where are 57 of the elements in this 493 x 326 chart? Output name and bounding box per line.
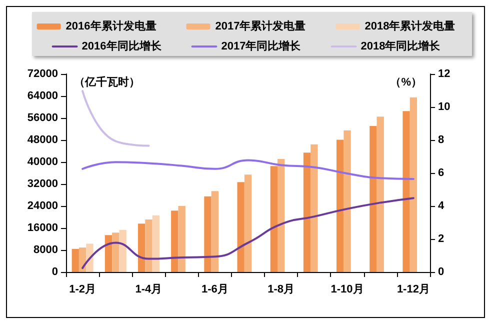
bar [152,215,160,272]
bar [270,166,278,272]
bar [145,219,152,272]
bar [112,232,120,272]
legend-label: 2017年同比增长 [221,40,302,52]
bar [278,158,285,272]
y2-tick-label: 0 [438,266,444,278]
y-tick-label: 72000 [27,68,58,80]
y2-axis-title: （%） [390,76,422,88]
y2-tick-label: 6 [438,167,444,179]
bar [336,140,344,272]
legend-label: 2017年累计发电量 [215,20,306,32]
y2-tick-label: 8 [438,134,444,146]
x-tick-label: 1-8月 [268,284,295,296]
y-tick-label: 16000 [27,222,58,234]
bar [119,230,126,272]
bar [204,196,212,272]
y-tick-label: 24000 [27,200,58,212]
y-tick-label: 8000 [34,244,58,256]
y-tick-label: 56000 [27,112,58,124]
bar [211,191,218,272]
bar [237,182,244,272]
y-tick-label: 40000 [27,156,58,168]
x-tick-label: 1-4月 [135,284,162,296]
bar [303,152,311,272]
x-tick-label: 1-6月 [201,284,228,296]
line-series [82,159,414,180]
bar [171,210,178,272]
y-tick-label: 32000 [27,178,58,190]
bar [104,235,112,272]
legend-label: 2016年同比增长 [82,40,162,52]
bar [310,144,318,272]
x-tick-label: 1-10月 [330,284,364,296]
bar [410,97,418,272]
bar [402,111,410,272]
legend-label: 2016年累计发电量 [66,20,156,32]
y2-tick-label: 2 [438,233,444,245]
y-tick-label: 48000 [27,134,58,146]
bar [376,116,384,272]
line-series [82,197,414,270]
y2-tick-label: 12 [438,68,450,80]
bar [244,174,252,272]
legend-label: 2018年同比增长 [360,40,442,52]
bar [178,206,186,272]
y-tick-label: 64000 [27,90,58,102]
x-tick-label: 1-12月 [396,284,430,296]
legend-label: 2018年累计发电量 [364,20,456,32]
y-axis-title: （亿千瓦时） [74,76,140,88]
bar [344,130,351,272]
bar [72,248,79,272]
bar [78,248,86,272]
bar [138,224,146,272]
y2-tick-label: 4 [438,200,445,212]
bar [370,126,377,272]
y2-tick-label: 10 [438,101,450,113]
y-tick-label: 0 [52,266,58,278]
x-tick-label: 1-2月 [69,284,96,296]
